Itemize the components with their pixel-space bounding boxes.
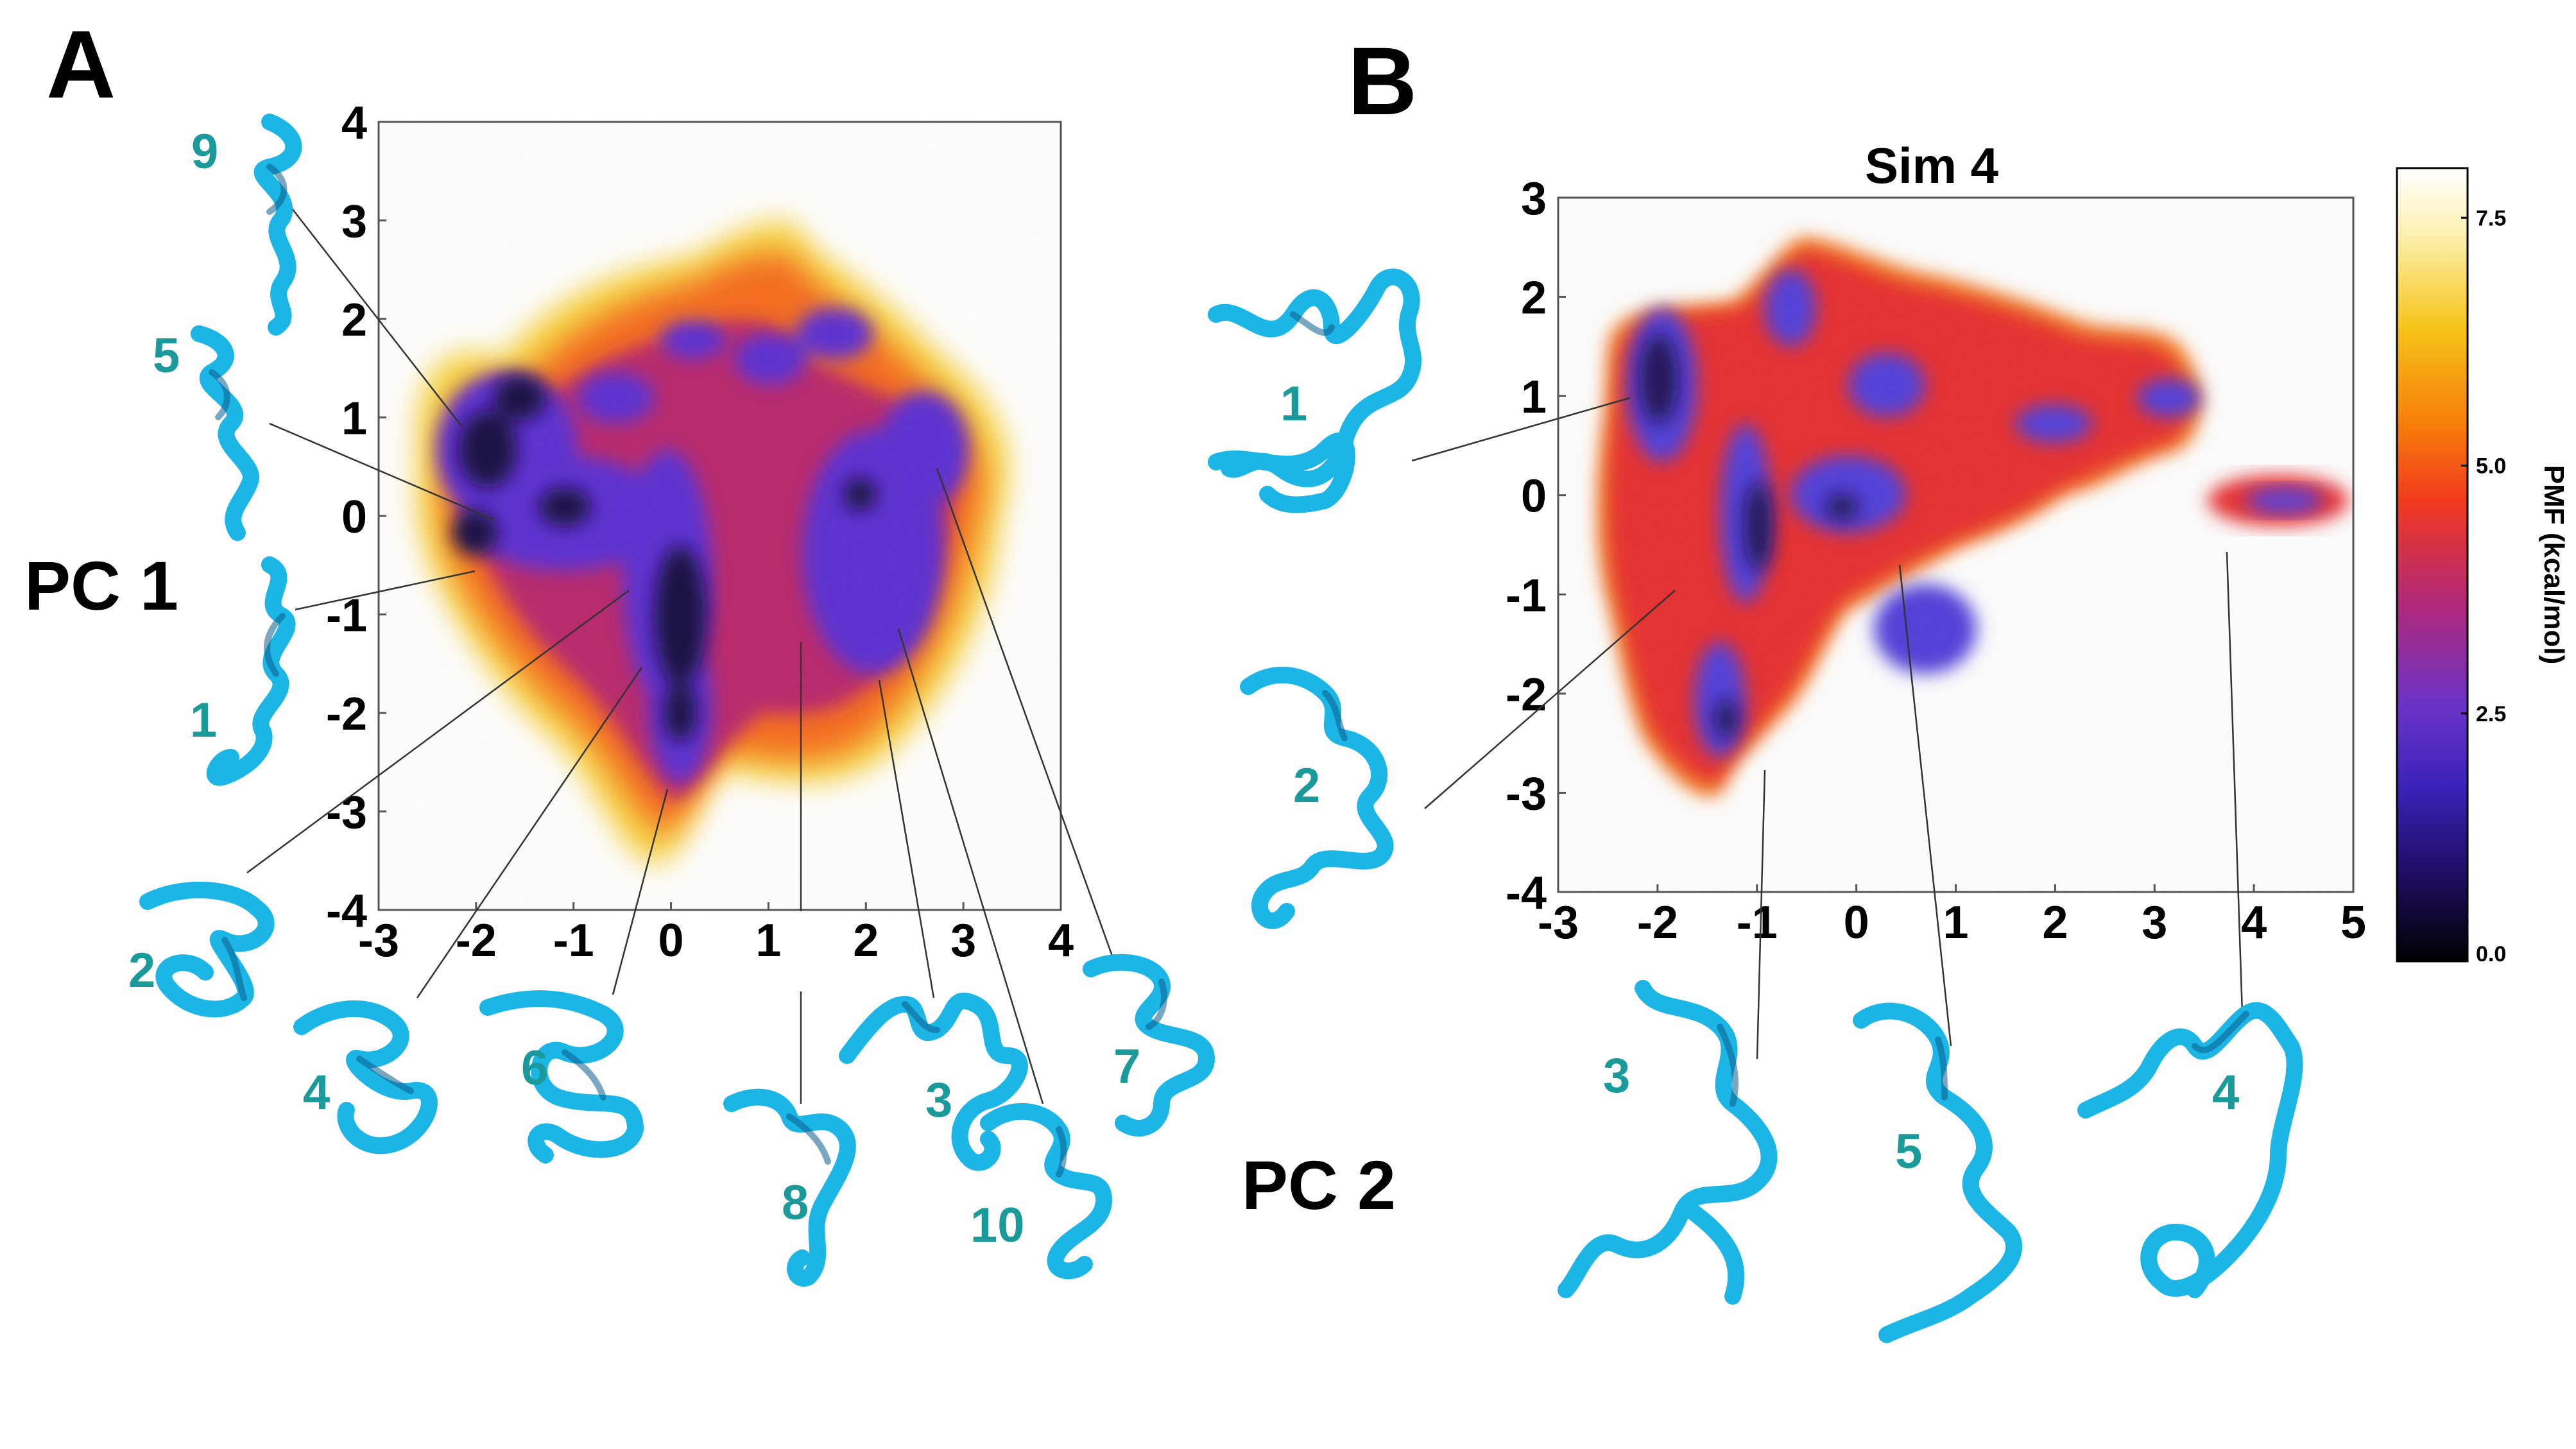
struct-label-b3: 3	[1603, 1049, 1630, 1103]
panel-b-x-ticks: -3 -2 -1 0 1 2 3 4 5	[1538, 884, 2366, 948]
colorbar-ticks: 0.0 2.5 5.0 7.5	[2461, 206, 2506, 966]
struct-label-b2: 2	[1293, 759, 1320, 813]
colorbar-tick-label: 0.0	[2476, 942, 2506, 966]
panel-a-leaders	[246, 208, 1115, 1104]
y-tick-label: 1	[341, 393, 367, 445]
helix-b2	[1240, 666, 1394, 929]
y-tick-label: 2	[341, 295, 367, 346]
x-tick-label: -3	[1538, 897, 1579, 948]
x-tick-label: 3	[950, 915, 976, 966]
y-tick-label: -3	[326, 787, 367, 839]
x-tick-label: -3	[358, 915, 399, 966]
x-tick-label: 1	[755, 915, 781, 966]
helix-b1	[1208, 268, 1422, 513]
x-tick-label: -1	[553, 915, 594, 966]
y-tick-label: 1	[1521, 372, 1547, 423]
x-tick-label: -2	[456, 915, 497, 966]
panel-b-y-ticks: 3 2 1 0 -1 -2 -3 -4	[1506, 173, 1566, 919]
x-tick-label: -2	[1637, 897, 1678, 948]
y-tick-label: 2	[1521, 273, 1547, 324]
x-tick-label: 3	[2142, 897, 2167, 948]
panel-a-y-ticks: 4 3 2 1 0 -1 -2 -3 -4	[326, 98, 386, 937]
struct-label-b1: 1	[1280, 377, 1307, 431]
colorbar-tick-label: 7.5	[2476, 206, 2506, 230]
struct-label-a1: 1	[190, 693, 217, 748]
struct-label-a7: 7	[1113, 1040, 1140, 1094]
panel-a-heatmap	[379, 122, 1061, 910]
helix-a2	[139, 881, 275, 1018]
panel-b-heatmap	[1558, 198, 2353, 892]
x-tick-label: 4	[1048, 915, 1074, 966]
helix-a5	[191, 325, 259, 541]
panel-b-structure-labels: 1 2 3 5 4	[1280, 377, 2239, 1179]
y-tick-label: -1	[1506, 570, 1547, 621]
y-tick-label: 4	[341, 98, 367, 149]
helix-a9	[254, 114, 302, 336]
y-tick-label: -4	[1506, 868, 1547, 919]
x-tick-label: 5	[2340, 897, 2366, 948]
y-tick-label: -4	[326, 886, 367, 937]
struct-label-a3: 3	[925, 1073, 952, 1127]
colorbar-tick-label: 2.5	[2476, 702, 2506, 726]
helix-a6	[479, 990, 644, 1163]
struct-label-b5: 5	[1895, 1124, 1922, 1179]
y-tick-label: -3	[1506, 768, 1547, 819]
colorbar: 0.0 2.5 5.0 7.5 PMF (kcal/mol)	[2396, 167, 2570, 966]
x-tick-label: 0	[1844, 897, 1869, 948]
x-tick-label: 4	[2241, 897, 2267, 948]
helix-a3	[839, 992, 1028, 1171]
y-tick-label: 3	[1521, 173, 1547, 225]
struct-label-a10: 10	[970, 1198, 1025, 1253]
y-tick-label: -1	[326, 590, 367, 642]
struct-label-a5: 5	[153, 329, 180, 383]
struct-label-a6: 6	[521, 1041, 548, 1095]
helix-b4	[2077, 1002, 2303, 1298]
panel-a-structure-labels: 9 5 1 2 4 6 8 3 10 7	[128, 124, 1140, 1253]
y-tick-label: -2	[1506, 669, 1547, 721]
colorbar-tick-label: 5.0	[2476, 454, 2506, 479]
y-tick-label: 3	[341, 196, 367, 248]
helix-a10	[980, 1102, 1112, 1280]
panel-b-title: Sim 4	[1865, 137, 1998, 194]
panel-a-letter: A	[46, 10, 116, 118]
panel-a-x-ticks: -3 -2 -1 0 1 2 3 4	[358, 902, 1074, 966]
helix-a1	[206, 556, 296, 786]
struct-label-a9: 9	[191, 124, 218, 179]
struct-label-a8: 8	[782, 1176, 809, 1230]
x-tick-label: -1	[1737, 897, 1778, 948]
y-tick-label: -2	[326, 689, 367, 740]
colorbar-gradient	[2396, 167, 2469, 963]
panel-b-letter: B	[1348, 27, 1417, 135]
x-tick-label: 2	[2042, 897, 2068, 948]
panel-a-structures	[139, 114, 1215, 1287]
struct-label-a2: 2	[128, 943, 155, 998]
y-tick-label: 0	[341, 492, 367, 543]
helix-a7	[1083, 954, 1215, 1136]
panel-b-structures	[1208, 268, 2303, 1343]
x-tick-label: 1	[1943, 897, 1968, 948]
panel-a-y-title: PC 1	[24, 547, 178, 624]
x-tick-label: 2	[853, 915, 879, 966]
panel-a-x-title: PC 2	[1242, 1146, 1396, 1224]
helix-a8	[723, 1088, 856, 1287]
colorbar-label: PMF (kcal/mol)	[2538, 465, 2570, 665]
helix-a4	[293, 1000, 438, 1154]
y-tick-label: 0	[1521, 471, 1547, 522]
struct-label-a4: 4	[303, 1065, 330, 1120]
helix-b5	[1853, 1002, 2022, 1343]
panel-b-leaders	[1411, 397, 2244, 1059]
struct-label-b4: 4	[2212, 1065, 2239, 1120]
helix-b3	[1558, 980, 1778, 1305]
x-tick-label: 0	[658, 915, 684, 966]
